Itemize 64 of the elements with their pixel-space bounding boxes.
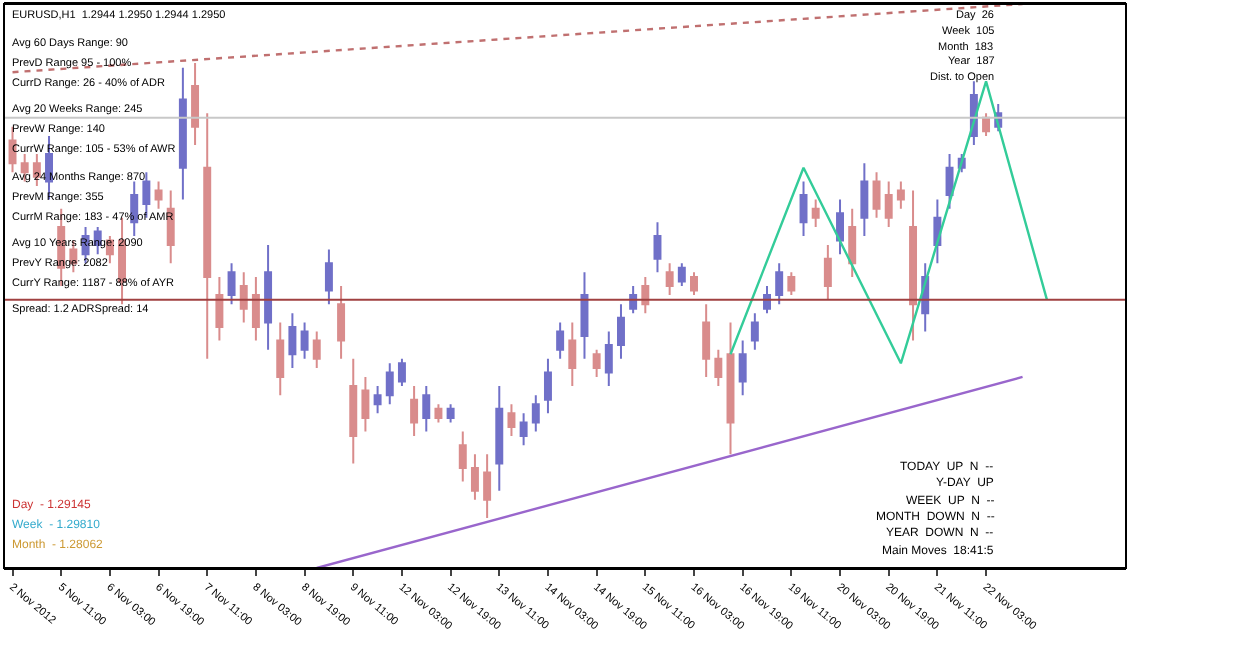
candlestick <box>787 271 796 297</box>
candlestick <box>896 180 905 210</box>
candlestick <box>556 321 565 360</box>
candlestick <box>191 62 200 146</box>
candlestick <box>239 271 248 324</box>
candlestick <box>775 262 784 306</box>
candlestick <box>531 394 540 433</box>
candlestick <box>130 180 139 237</box>
candlestick <box>312 330 321 369</box>
candlestick <box>811 198 820 228</box>
candlestick <box>337 285 346 360</box>
candlestick <box>470 453 479 501</box>
candlestick <box>750 312 759 351</box>
candlestick <box>702 303 711 378</box>
candlestick <box>823 244 832 301</box>
candlestick <box>507 403 516 438</box>
candlestick <box>324 248 333 306</box>
candlestick <box>836 198 844 256</box>
candlestick <box>422 385 431 433</box>
candlestick <box>519 412 528 447</box>
candlestick <box>860 162 869 237</box>
candlestick <box>251 275 260 342</box>
candlestick <box>276 321 285 397</box>
candlestick <box>495 385 504 492</box>
candlestick <box>264 244 273 351</box>
candlestick <box>349 357 358 465</box>
candlestick <box>884 180 893 228</box>
candlestick <box>373 385 382 415</box>
candlestick <box>397 357 406 388</box>
candlestick <box>543 357 552 415</box>
candlestick <box>568 321 577 388</box>
candlestick <box>909 189 918 342</box>
candlestick <box>799 180 808 237</box>
candlestick <box>677 262 686 287</box>
candlestick <box>458 430 467 483</box>
candlestick <box>178 66 187 201</box>
candlestick <box>483 453 492 519</box>
candlestick <box>872 171 881 219</box>
candlestick <box>848 207 857 278</box>
candlestick <box>154 180 163 210</box>
candlestick <box>604 330 613 388</box>
candlestick <box>945 153 954 210</box>
candlestick <box>763 285 771 315</box>
candlestick <box>410 385 419 438</box>
candlestick <box>641 275 650 315</box>
candlestick <box>227 262 236 306</box>
candlestick <box>690 271 698 297</box>
candlestick <box>726 321 735 456</box>
candlestick <box>434 403 443 424</box>
candlestick <box>629 285 638 315</box>
candlestick <box>288 312 297 369</box>
candlestick <box>738 339 747 397</box>
candlestick <box>665 262 674 297</box>
candlestick <box>215 275 224 342</box>
candlestick <box>300 321 309 360</box>
candlestick <box>580 271 589 360</box>
candlestick <box>592 348 601 378</box>
candlestick <box>361 375 370 433</box>
candlestick <box>385 362 394 406</box>
candlestick <box>653 221 662 274</box>
candlestick <box>203 112 212 360</box>
candlestick <box>446 403 455 424</box>
candlestick <box>617 303 625 360</box>
candlestick <box>714 348 723 388</box>
